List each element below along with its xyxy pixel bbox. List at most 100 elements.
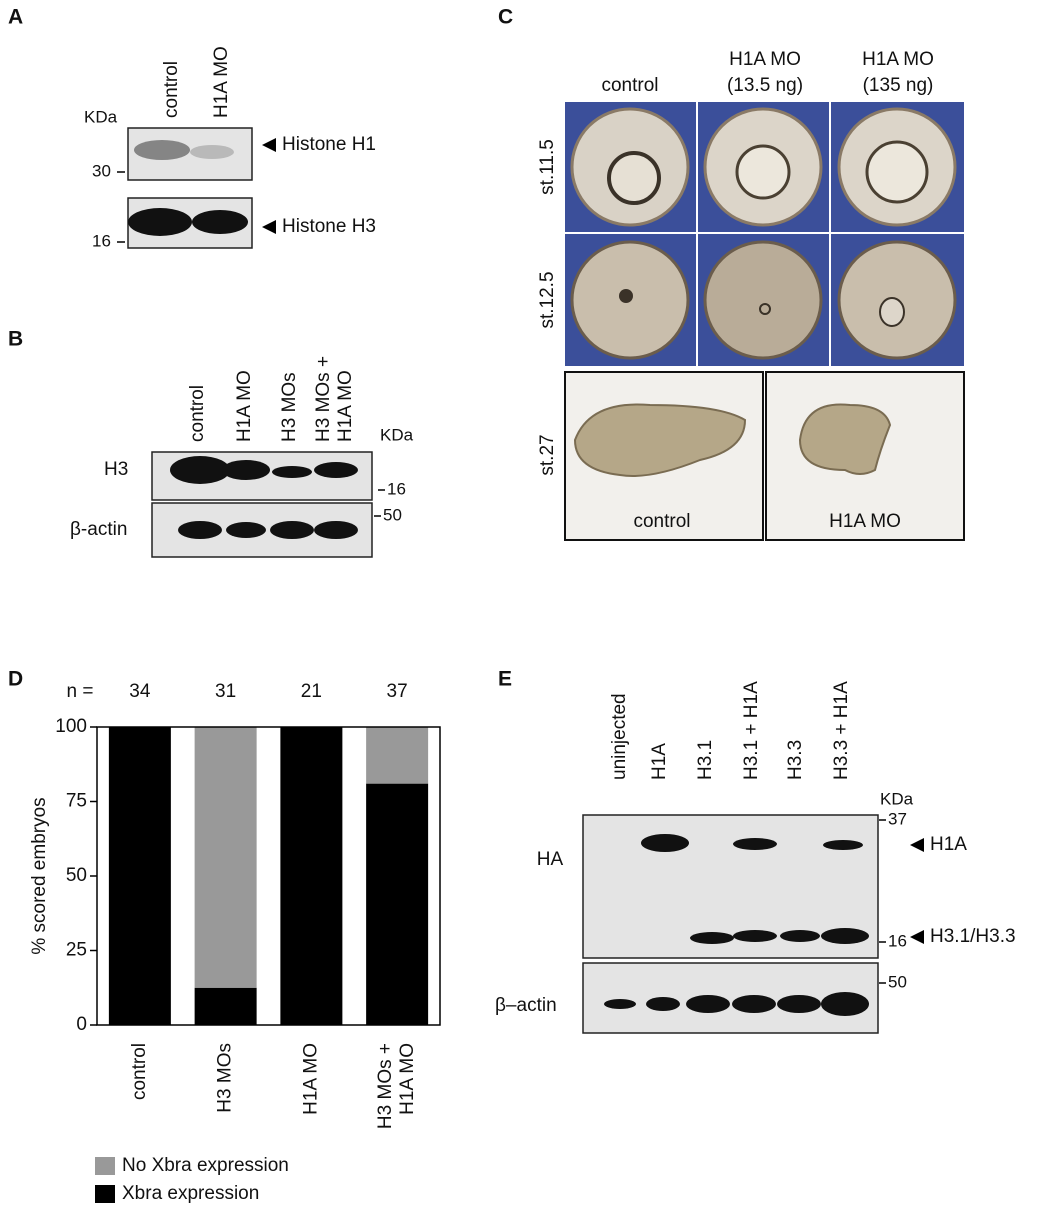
band <box>128 208 192 236</box>
bar-segment <box>280 727 343 1025</box>
lane-label: H1A MO <box>335 370 356 442</box>
panel-letter: D <box>8 668 23 691</box>
band-label: H1A <box>930 834 967 855</box>
column-label: H1A MO <box>729 49 801 70</box>
column-label: (135 ng) <box>863 75 934 96</box>
arrowhead <box>910 838 924 852</box>
marker-label: 16 <box>387 479 406 498</box>
lane-label: H3.1 <box>695 740 716 780</box>
marker-label: 16 <box>92 231 111 250</box>
x-tick-label: H3 MOs <box>215 1043 236 1113</box>
bar-segment <box>366 727 429 784</box>
lane-label: H3.3 + H1A <box>831 681 852 780</box>
lane-label: H1A <box>649 743 670 780</box>
lane-label: control <box>161 61 182 118</box>
row-label: HA <box>537 849 564 870</box>
band <box>192 210 248 234</box>
y-tick-label: 100 <box>55 716 87 737</box>
band <box>314 462 358 478</box>
unit-label: KDa <box>880 789 914 808</box>
column-label: (13.5 ng) <box>727 75 803 96</box>
lane-label: H3.1 + H1A <box>741 681 762 780</box>
lane-label: H1A MO <box>211 46 232 118</box>
n-count: 31 <box>215 681 236 702</box>
x-tick-label: control <box>129 1043 150 1100</box>
embryo-images <box>564 102 965 541</box>
y-tick-label: 75 <box>66 791 87 812</box>
y-tick-label: 25 <box>66 940 87 961</box>
band <box>178 521 222 539</box>
panel-letter: A <box>8 6 23 29</box>
lane-label: H1A MO <box>234 370 255 442</box>
legend-label: No Xbra expression <box>122 1155 289 1176</box>
lane-label: H3 MOs + <box>313 356 334 442</box>
panel-letter: B <box>8 328 23 351</box>
band <box>686 995 730 1013</box>
band <box>690 932 734 944</box>
bar-segment <box>366 783 429 1025</box>
marker-label: 16 <box>888 931 907 950</box>
n-count: 21 <box>301 681 322 702</box>
band <box>821 992 869 1016</box>
band <box>646 997 680 1011</box>
band <box>780 930 820 942</box>
row-label: st.12.5 <box>537 271 558 328</box>
y-tick-label: 0 <box>76 1014 87 1035</box>
arrowhead <box>262 138 276 152</box>
panel-letter: C <box>498 6 513 29</box>
band <box>777 995 821 1013</box>
band <box>823 840 863 850</box>
band <box>270 521 314 539</box>
legend-swatch <box>95 1157 115 1175</box>
image-caption: H1A MO <box>829 511 901 532</box>
n-count: 37 <box>387 681 408 702</box>
arrowhead <box>262 220 276 234</box>
arrowhead <box>910 930 924 944</box>
bar-segment <box>194 727 257 988</box>
lane-label: H3.3 <box>785 740 806 780</box>
row-label: st.11.5 <box>537 139 558 195</box>
row-label: β–actin <box>495 995 557 1016</box>
lane-label: uninjected <box>609 693 630 780</box>
band-label: Histone H3 <box>282 216 376 237</box>
band-label: Histone H1 <box>282 134 376 155</box>
image-caption: control <box>633 511 690 532</box>
band <box>272 466 312 478</box>
band <box>170 456 230 484</box>
band <box>733 930 777 942</box>
band <box>641 834 689 852</box>
band <box>222 460 270 480</box>
unit-label: KDa <box>84 107 118 126</box>
x-tick-label: H3 MOs +H1A MO <box>375 1043 418 1129</box>
unit-label: KDa <box>380 425 414 444</box>
n-label: n = <box>67 681 94 702</box>
band <box>821 928 869 944</box>
legend-swatch <box>95 1185 115 1203</box>
band <box>190 145 234 159</box>
row-label: H3 <box>104 459 128 480</box>
marker-label: 37 <box>888 809 907 828</box>
row-label: st.27 <box>537 434 558 475</box>
n-count: 34 <box>129 681 151 702</box>
band <box>604 999 636 1009</box>
row-label: β-actin <box>70 519 127 540</box>
panel-letter: E <box>498 668 512 691</box>
band <box>733 838 777 850</box>
band <box>732 995 776 1013</box>
blot <box>127 127 253 181</box>
bar-segment <box>108 727 171 1025</box>
column-label: H1A MO <box>862 49 934 70</box>
lane-label: H3 MOs <box>279 372 300 442</box>
band <box>134 140 190 160</box>
column-label: control <box>601 75 658 96</box>
lane-label: control <box>187 385 208 442</box>
x-tick-label: H1A MO <box>300 1043 321 1115</box>
marker-label: 50 <box>383 505 402 524</box>
y-axis-label: % scored embryos <box>29 797 50 954</box>
band-label: H3.1/H3.3 <box>930 926 1016 947</box>
y-tick-label: 50 <box>66 865 87 886</box>
band <box>314 521 358 539</box>
marker-label: 30 <box>92 161 111 180</box>
band <box>226 522 266 538</box>
